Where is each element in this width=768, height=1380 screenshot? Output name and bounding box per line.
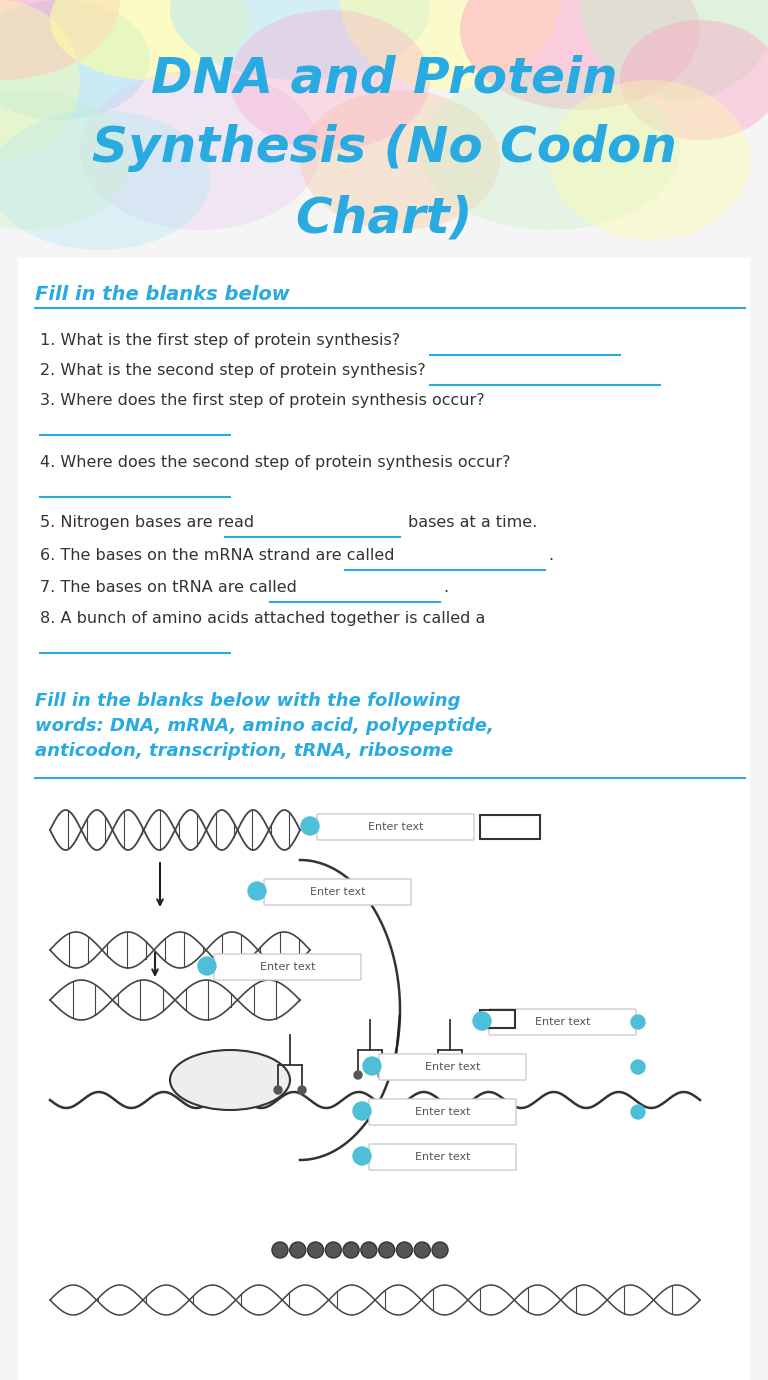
- Text: Enter text: Enter text: [535, 1017, 591, 1027]
- FancyBboxPatch shape: [369, 1144, 516, 1170]
- Text: Enter text: Enter text: [310, 887, 366, 897]
- Circle shape: [432, 1242, 448, 1259]
- FancyBboxPatch shape: [369, 1098, 516, 1125]
- Ellipse shape: [230, 10, 430, 150]
- Ellipse shape: [620, 19, 768, 139]
- Text: Enter text: Enter text: [260, 962, 315, 972]
- Text: 2. What is the second step of protein synthesis?: 2. What is the second step of protein sy…: [40, 363, 425, 378]
- Circle shape: [354, 1071, 362, 1079]
- Text: 3. Where does the first step of protein synthesis occur?: 3. Where does the first step of protein …: [40, 393, 485, 408]
- Circle shape: [396, 1242, 412, 1259]
- Ellipse shape: [50, 0, 250, 80]
- Text: .: .: [443, 580, 448, 595]
- Circle shape: [343, 1242, 359, 1259]
- Text: .: .: [548, 548, 553, 563]
- FancyBboxPatch shape: [379, 1054, 526, 1081]
- Ellipse shape: [80, 70, 320, 230]
- Ellipse shape: [170, 1050, 290, 1110]
- Text: 4. Where does the second step of protein synthesis occur?: 4. Where does the second step of protein…: [40, 455, 511, 471]
- Text: DNA and Protein: DNA and Protein: [151, 54, 617, 102]
- Circle shape: [631, 1016, 645, 1029]
- Circle shape: [248, 882, 266, 900]
- Ellipse shape: [0, 90, 130, 230]
- Bar: [480, 816, 540, 839]
- Circle shape: [301, 817, 319, 835]
- FancyBboxPatch shape: [264, 879, 411, 905]
- Text: Synthesis (No Codon: Synthesis (No Codon: [91, 124, 677, 172]
- Text: 1. What is the first step of protein synthesis?: 1. What is the first step of protein syn…: [40, 333, 400, 348]
- Ellipse shape: [0, 110, 210, 250]
- FancyBboxPatch shape: [489, 1009, 636, 1035]
- Circle shape: [473, 1012, 491, 1029]
- Circle shape: [631, 1105, 645, 1119]
- Circle shape: [361, 1242, 377, 1259]
- Circle shape: [363, 1057, 381, 1075]
- Text: 6. The bases on the mRNA strand are called: 6. The bases on the mRNA strand are call…: [40, 548, 395, 563]
- Ellipse shape: [460, 0, 700, 110]
- FancyBboxPatch shape: [214, 954, 361, 980]
- Text: Fill in the blanks below with the following
words: DNA, mRNA, amino acid, polype: Fill in the blanks below with the follow…: [35, 691, 494, 760]
- Circle shape: [378, 1071, 386, 1079]
- Bar: [18, 258, 750, 1380]
- Circle shape: [434, 1071, 442, 1079]
- Circle shape: [458, 1071, 466, 1079]
- Bar: [18, 785, 750, 1370]
- Circle shape: [198, 956, 216, 976]
- Text: 8. A bunch of amino acids attached together is called a: 8. A bunch of amino acids attached toget…: [40, 611, 485, 627]
- Ellipse shape: [0, 0, 80, 160]
- Circle shape: [326, 1242, 341, 1259]
- Text: Chart): Chart): [295, 195, 473, 242]
- Ellipse shape: [580, 0, 768, 99]
- Ellipse shape: [0, 0, 150, 120]
- Circle shape: [298, 1086, 306, 1094]
- Text: Enter text: Enter text: [415, 1152, 470, 1162]
- Circle shape: [274, 1086, 282, 1094]
- Text: 5. Nitrogen bases are read: 5. Nitrogen bases are read: [40, 515, 254, 530]
- Text: Fill in the blanks below: Fill in the blanks below: [35, 286, 290, 304]
- Ellipse shape: [420, 70, 680, 230]
- Ellipse shape: [0, 0, 120, 80]
- Text: Enter text: Enter text: [425, 1063, 480, 1072]
- Circle shape: [631, 1060, 645, 1074]
- Ellipse shape: [550, 80, 750, 240]
- Circle shape: [272, 1242, 288, 1259]
- FancyBboxPatch shape: [317, 814, 474, 840]
- Text: 7. The bases on tRNA are called: 7. The bases on tRNA are called: [40, 580, 297, 595]
- Ellipse shape: [170, 0, 430, 80]
- Text: Enter text: Enter text: [368, 822, 423, 832]
- Circle shape: [379, 1242, 395, 1259]
- Circle shape: [353, 1147, 371, 1165]
- Circle shape: [414, 1242, 430, 1259]
- Ellipse shape: [300, 90, 500, 230]
- Circle shape: [353, 1103, 371, 1121]
- Ellipse shape: [340, 0, 560, 90]
- Circle shape: [307, 1242, 323, 1259]
- Text: Enter text: Enter text: [415, 1107, 470, 1116]
- Bar: [480, 1010, 515, 1028]
- Circle shape: [290, 1242, 306, 1259]
- Text: bases at a time.: bases at a time.: [408, 515, 538, 530]
